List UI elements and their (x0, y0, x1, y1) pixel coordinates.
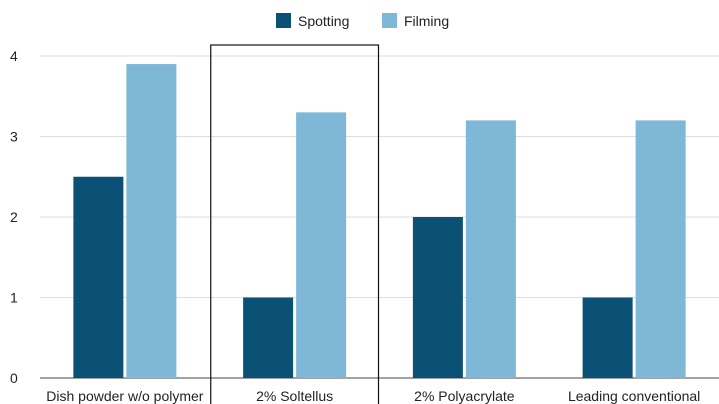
bar-filming-1 (296, 112, 347, 378)
category-label: 2% Soltellus (256, 388, 333, 404)
y-tick-label: 2 (10, 209, 18, 225)
y-tick-label: 0 (10, 370, 18, 386)
bar-spotting-1 (243, 297, 294, 378)
legend-label-spotting: Spotting (298, 13, 349, 29)
category-label: Leading conventional (568, 388, 700, 404)
bars (73, 64, 686, 379)
bar-filming-3 (635, 120, 686, 379)
bar-filming-2 (465, 120, 516, 379)
category-label: 2% Polyacrylate (414, 388, 515, 404)
highlight-box-group (210, 44, 380, 404)
x-axis-categories: Dish powder w/o polymer 2% Soltellus 2% Po… (46, 388, 700, 404)
legend: Spotting Filming (276, 13, 449, 29)
y-axis-ticks: 0 1 2 3 4 (10, 48, 18, 386)
legend-swatch-spotting (276, 13, 291, 28)
highlight-box (210, 44, 380, 404)
y-tick-label: 4 (10, 48, 18, 64)
bar-spotting-3 (582, 297, 633, 378)
y-tick-label: 1 (10, 290, 18, 306)
bar-spotting-0 (73, 176, 124, 378)
category-label: Dish powder w/o polymer (46, 388, 204, 404)
bar-filming-0 (126, 64, 177, 379)
bar-spotting-2 (412, 217, 463, 378)
legend-swatch-filming (382, 13, 397, 28)
legend-label-filming: Filming (404, 13, 449, 29)
y-tick-label: 3 (10, 129, 18, 145)
